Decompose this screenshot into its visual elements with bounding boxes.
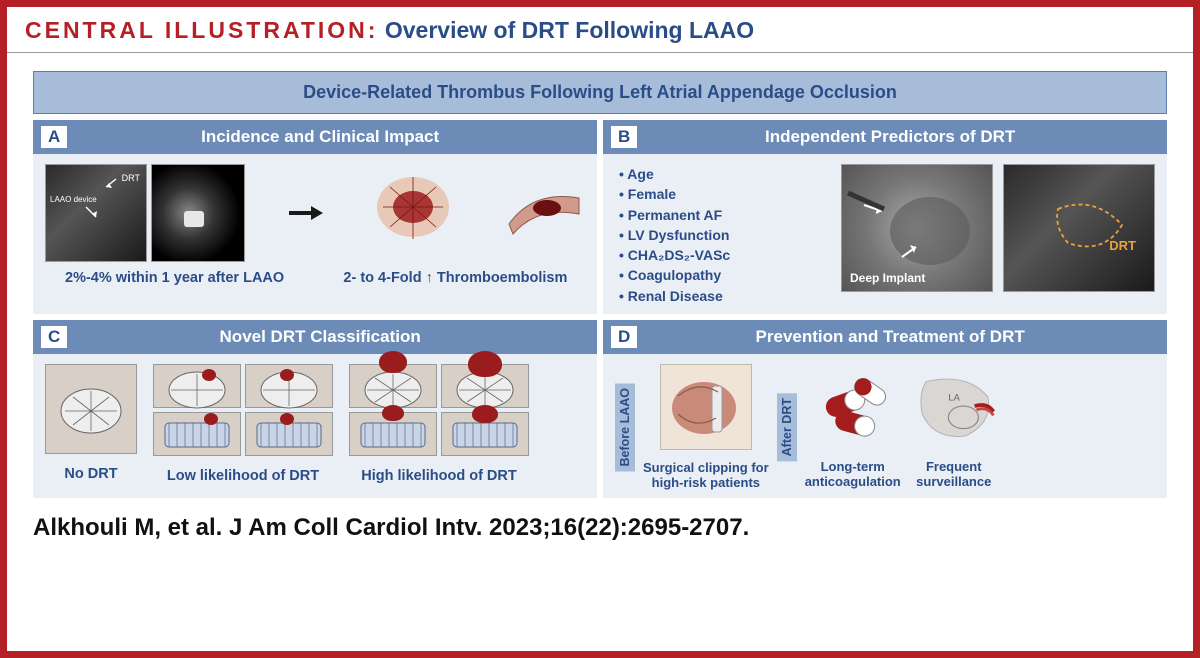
panel-a: A Incidence and Clinical Impact DRT LAAO… — [33, 120, 597, 314]
before-laao-label: Before LAAO — [615, 383, 635, 471]
panel-d-letter: D — [611, 326, 637, 348]
svg-text:LA: LA — [948, 393, 960, 403]
device-high-icon — [441, 364, 529, 408]
surveillance-item: LA Frequent surveillance — [909, 365, 999, 489]
panel-b-ultrasound-image: DRT — [1003, 164, 1155, 292]
panel-b-header: B Independent Predictors of DRT — [603, 120, 1167, 154]
us-drt-label-b: DRT — [1109, 238, 1136, 253]
class-low-drt: Low likelihood of DRT — [153, 364, 333, 484]
panel-a-header: A Incidence and Clinical Impact — [33, 120, 597, 154]
class-no-drt: No DRT — [45, 364, 137, 482]
panel-c-header: C Novel DRT Classification — [33, 320, 597, 354]
surgical-clip-icon — [660, 364, 752, 450]
device-high-icon — [349, 364, 437, 408]
panel-b-letter: B — [611, 126, 637, 148]
panel-d-body: Before LAAO Surgical clipping for high-r… — [603, 354, 1167, 498]
predictor-item: LV Dysfunction — [619, 225, 831, 245]
panel-a-letter: A — [41, 126, 67, 148]
device-low-icon — [153, 412, 241, 456]
device-low-icon — [245, 364, 333, 408]
panel-c: C Novel DRT Classification No DRT — [33, 320, 597, 498]
panel-a-caption-left: 2%-4% within 1 year after LAAO — [45, 270, 304, 286]
vessel-illustration — [503, 184, 585, 242]
predictor-item: Coagulopathy — [619, 265, 831, 285]
anticoag-item: Long-term anticoagulation — [805, 365, 901, 489]
caption-no-drt: No DRT — [64, 466, 117, 482]
fluoro-arrows-icon — [842, 165, 992, 291]
device-high-icon — [441, 412, 529, 456]
panel-b-title: Independent Predictors of DRT — [651, 127, 1129, 147]
surgical-caption: Surgical clipping for high-risk patients — [643, 460, 769, 490]
brain-icon — [368, 169, 458, 257]
predictor-item: Permanent AF — [619, 205, 831, 225]
panels-grid: A Incidence and Clinical Impact DRT LAAO… — [33, 120, 1167, 498]
panel-c-title: Novel DRT Classification — [81, 327, 559, 347]
citation-text: Alkhouli M, et al. J Am Coll Cardiol Int… — [7, 504, 1193, 542]
panel-a-ultrasound-image: DRT LAAO device — [45, 164, 147, 262]
class-high-drt: High likelihood of DRT — [349, 364, 529, 484]
predictor-item: Age — [619, 164, 831, 184]
panel-a-body: DRT LAAO device — [33, 154, 597, 314]
brain-illustration — [365, 167, 461, 259]
panel-d-header: D Prevention and Treatment of DRT — [603, 320, 1167, 354]
ct-device-shape — [184, 211, 204, 227]
panel-a-ct-image — [151, 164, 245, 262]
us-arrows-icon — [46, 165, 146, 261]
predictors-list: Age Female Permanent AF LV Dysfunction C… — [615, 164, 831, 306]
caption-high-drt: High likelihood of DRT — [361, 468, 516, 484]
main-title-bar: Device-Related Thrombus Following Left A… — [33, 71, 1167, 114]
panel-d: D Prevention and Treatment of DRT Before… — [603, 320, 1167, 498]
panel-c-body: No DRT — [33, 354, 597, 498]
arrow-right-icon — [287, 203, 323, 223]
predictor-item: CHA₂DS₂-VASc — [619, 245, 831, 265]
panel-a-caption-right: 2- to 4-Fold ↑ Thromboembolism — [326, 270, 585, 286]
device-no-drt-icon — [45, 364, 137, 454]
header-label-blue: Overview of DRT Following LAAO — [378, 17, 754, 43]
panel-b: B Independent Predictors of DRT Age Fema… — [603, 120, 1167, 314]
panel-c-letter: C — [41, 326, 67, 348]
anticoag-caption: Long-term anticoagulation — [805, 459, 901, 489]
surgical-clip-item: Surgical clipping for high-risk patients — [643, 364, 769, 490]
figure-header: CENTRAL ILLUSTRATION: Overview of DRT Fo… — [7, 7, 1193, 53]
surveillance-caption: Frequent surveillance — [916, 459, 991, 489]
panel-a-title: Incidence and Clinical Impact — [81, 127, 559, 147]
header-label-red: CENTRAL ILLUSTRATION: — [25, 17, 378, 43]
us-drt-outline-icon — [1004, 165, 1154, 291]
panel-b-fluoro-image: Deep Implant — [841, 164, 993, 292]
device-high-icon — [349, 412, 437, 456]
content-area: Device-Related Thrombus Following Left A… — [7, 53, 1193, 504]
predictor-item: Female — [619, 184, 831, 204]
surveillance-3d-icon: LA — [909, 365, 999, 449]
device-low-icon — [245, 412, 333, 456]
device-low-icon — [153, 364, 241, 408]
panel-b-body: Age Female Permanent AF LV Dysfunction C… — [603, 154, 1167, 314]
figure-frame: CENTRAL ILLUSTRATION: Overview of DRT Fo… — [0, 0, 1200, 658]
panel-d-title: Prevention and Treatment of DRT — [651, 327, 1129, 347]
caption-low-drt: Low likelihood of DRT — [167, 468, 319, 484]
predictor-item: Renal Disease — [619, 286, 831, 306]
artery-clot-icon — [503, 184, 585, 242]
pills-icon — [808, 365, 898, 449]
after-drt-label: After DRT — [777, 393, 797, 461]
